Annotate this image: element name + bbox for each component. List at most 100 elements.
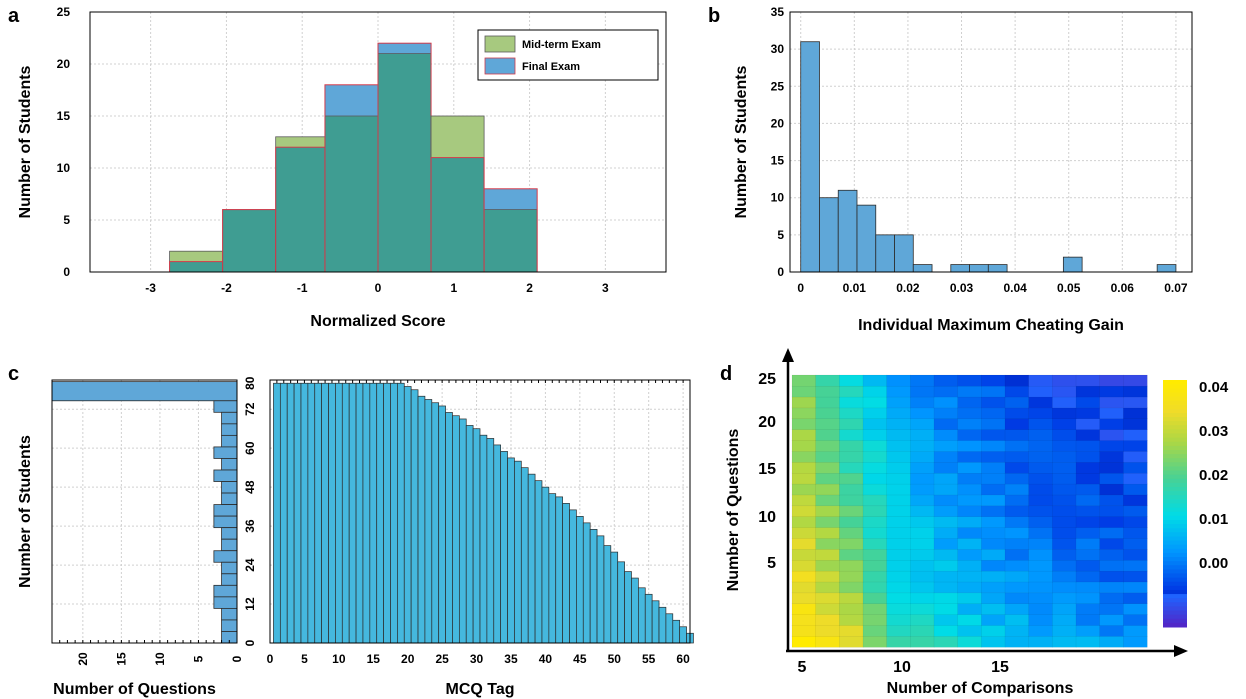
heatmap-cell xyxy=(1123,592,1148,604)
x-tick-label: 0.03 xyxy=(950,281,974,295)
heatmap-cell xyxy=(839,396,864,409)
heatmap-cell xyxy=(1075,614,1101,626)
heatmap-cell xyxy=(1099,450,1124,463)
bar xyxy=(335,382,343,644)
bar xyxy=(1156,264,1177,273)
heatmap-cell xyxy=(791,505,817,517)
heatmap-cell xyxy=(839,385,864,398)
heatmap-cell xyxy=(839,483,864,496)
heatmap-cell xyxy=(862,614,888,626)
heatmap-cell xyxy=(981,516,1006,528)
x-axis-label: MCQ Tag xyxy=(445,681,514,698)
heatmap-cell xyxy=(1099,483,1124,496)
heatmap-cell xyxy=(1075,450,1101,463)
heatmap-cell xyxy=(815,559,840,572)
heatmap-cell xyxy=(933,614,959,626)
heatmap-cell xyxy=(1028,407,1053,420)
bar-overlap xyxy=(378,53,432,272)
colorbar-segment xyxy=(1163,491,1187,496)
y-tick-label: 0 xyxy=(243,639,257,646)
heatmap-cell xyxy=(933,625,959,637)
heatmap-cell xyxy=(981,396,1006,409)
heatmap-cell xyxy=(981,635,1006,648)
colorbar-segment xyxy=(1163,466,1187,472)
heatmap-cell xyxy=(981,418,1006,430)
heatmap-cell xyxy=(957,472,982,485)
heatmap-cell xyxy=(862,516,888,528)
bar xyxy=(410,389,419,644)
heatmap-cell xyxy=(1123,429,1148,441)
heatmap-cell xyxy=(1004,527,1030,539)
heatmap-cell xyxy=(791,516,817,528)
heatmap-cell xyxy=(910,559,935,572)
y-axis-label: Number of Students xyxy=(17,435,34,588)
heatmap-cell xyxy=(1099,538,1124,550)
heatmap-cell xyxy=(839,440,864,452)
heatmap-cell xyxy=(1052,440,1077,452)
heatmap-cell xyxy=(910,418,935,430)
heatmap-cell xyxy=(1052,625,1077,637)
chart-c-right: 0 5 10 15 20 25 30 35 40 45 50 55 60 MCQ Tag xyxy=(267,379,694,698)
heatmap-cell xyxy=(1123,635,1148,648)
heatmap-cell xyxy=(981,570,1006,583)
y-tick-label: 35 xyxy=(771,5,785,19)
bar xyxy=(221,458,238,471)
heatmap-cell xyxy=(1004,538,1030,550)
heatmap-cell xyxy=(815,592,840,604)
y-tick-label: 5 xyxy=(777,228,784,242)
colorbar-segment xyxy=(1163,462,1187,467)
heatmap-cell xyxy=(1123,516,1148,528)
heatmap-cell xyxy=(791,418,817,430)
heatmap-cell xyxy=(981,472,1006,485)
chart-d: 5 10 15 5 10 15 20 25 Number of Comparisons Numbe… xyxy=(725,348,1229,697)
x-axis-label: Number of Questions xyxy=(53,681,216,698)
colorbar-segment xyxy=(1163,511,1187,517)
colorbar-segment xyxy=(1163,412,1187,418)
heatmap-cell xyxy=(886,505,911,517)
bar xyxy=(213,469,238,482)
bar-top xyxy=(275,136,325,148)
heatmap-cell xyxy=(981,505,1006,517)
x-tick-label: 15 xyxy=(991,659,1009,676)
heatmap-cell xyxy=(791,527,817,539)
heatmap-cell xyxy=(957,374,982,387)
heatmap-cell xyxy=(1028,418,1053,430)
y-tick-label: 48 xyxy=(243,480,257,494)
heatmap-cell xyxy=(981,538,1006,550)
heatmap-cell xyxy=(1075,581,1101,594)
heatmap-cell xyxy=(791,538,817,550)
heatmap-cell xyxy=(910,603,935,615)
x-tick-label: 10 xyxy=(153,652,167,666)
bar xyxy=(221,492,238,505)
heatmap-cell xyxy=(1052,483,1077,496)
heatmap-cell xyxy=(1028,581,1053,594)
y-tick-label: 72 xyxy=(243,402,257,416)
heatmap-cell xyxy=(910,516,935,528)
heatmap-cell xyxy=(1099,592,1124,604)
y-tick-label: 15 xyxy=(57,109,71,123)
y-tick-label: 5 xyxy=(767,555,776,572)
heatmap-cell xyxy=(862,450,888,463)
heatmap-cell xyxy=(1028,461,1053,474)
bar xyxy=(314,382,322,644)
bar xyxy=(875,234,895,273)
heatmap-cell xyxy=(1075,483,1101,496)
bar xyxy=(221,607,238,621)
heatmap-cell xyxy=(1123,385,1148,398)
x-tick-label: 55 xyxy=(642,652,656,666)
heatmap-cell xyxy=(1028,548,1053,561)
colorbar-segment xyxy=(1163,437,1187,443)
heatmap-cell xyxy=(1028,527,1053,539)
heatmap-cell xyxy=(910,385,935,398)
heatmap-cell xyxy=(1099,505,1124,517)
heatmap-cell xyxy=(1004,505,1030,517)
heatmap-cell xyxy=(1004,418,1030,430)
heatmap-cell xyxy=(815,418,840,430)
heatmap-cell xyxy=(957,581,982,594)
heatmap-cell xyxy=(839,592,864,604)
heatmap-cell xyxy=(862,548,888,561)
colorbar-segment xyxy=(1163,404,1187,410)
heatmap-cell xyxy=(910,429,935,441)
heatmap-cell xyxy=(1075,592,1101,604)
heatmap-cell xyxy=(1004,494,1030,507)
